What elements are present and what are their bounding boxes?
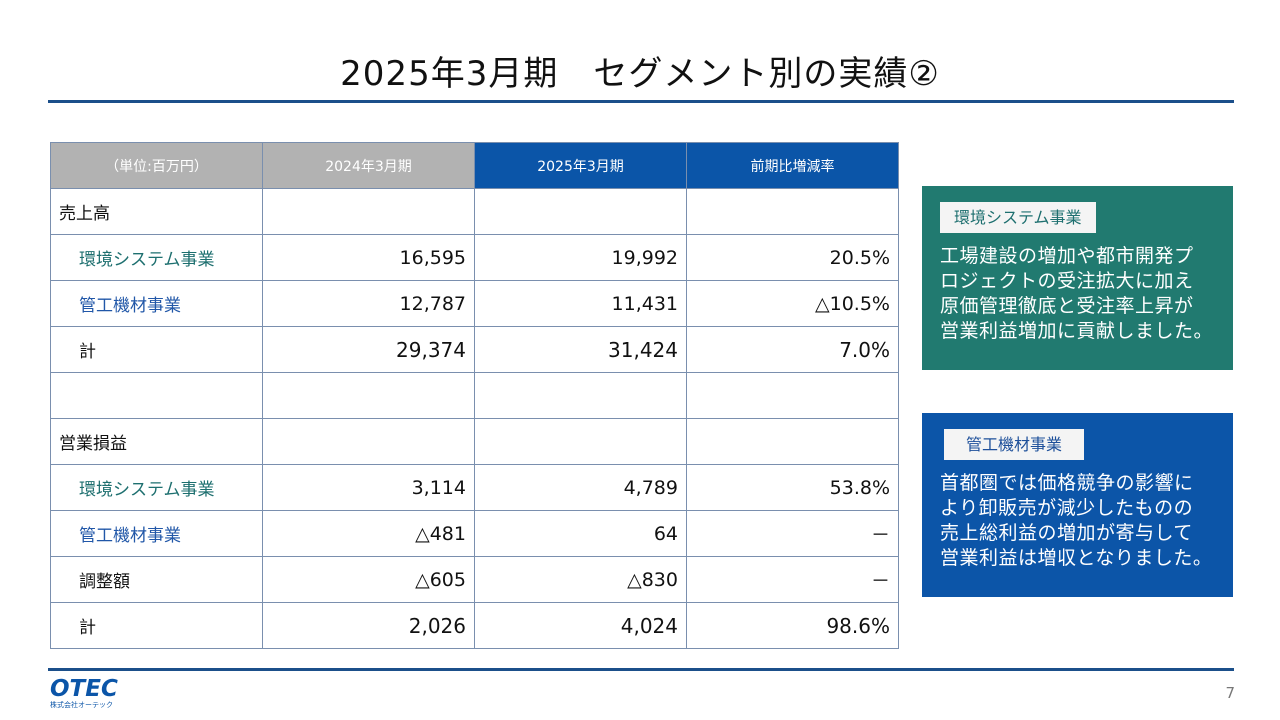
row-label: 計 <box>50 326 263 373</box>
table-row: 管工機材事業 △481 64 － <box>50 510 899 557</box>
cell-cur: 4,789 <box>474 464 687 511</box>
cell-cur: 64 <box>474 510 687 557</box>
row-label: 環境システム事業 <box>50 464 263 511</box>
row-label: 調整額 <box>50 556 263 603</box>
cell-rate: 7.0% <box>686 326 899 373</box>
cell-cur: 4,024 <box>474 602 687 649</box>
company-logo: OTEC 株式会社オーテック <box>50 677 120 710</box>
table-row-spacer <box>50 372 899 419</box>
cell-rate <box>686 372 899 419</box>
cell-prev: 3,114 <box>262 464 475 511</box>
row-label: 売上高 <box>50 188 263 235</box>
row-label: 計 <box>50 602 263 649</box>
cell-cur <box>474 372 687 419</box>
segment-results-table: （単位:百万円） 2024年3月期 2025年3月期 前期比増減率 売上高 環境… <box>50 142 899 649</box>
cell-prev: 16,595 <box>262 234 475 281</box>
cell-cur: 11,431 <box>474 280 687 327</box>
table-row: 環境システム事業 16,595 19,992 20.5% <box>50 234 899 281</box>
row-label: 管工機材事業 <box>50 280 263 327</box>
cell-prev: 2,026 <box>262 602 475 649</box>
cell-rate: － <box>686 510 899 557</box>
table-row: 管工機材事業 12,787 11,431 △10.5% <box>50 280 899 327</box>
table-header-row: （単位:百万円） 2024年3月期 2025年3月期 前期比増減率 <box>50 142 899 189</box>
pipe-equipment-text: 首都圏では価格競争の影響に より卸販売が減少したものの 売上総利益の増加が寄与し… <box>940 472 1213 569</box>
cell-cur: 31,424 <box>474 326 687 373</box>
header-prev-year: 2024年3月期 <box>262 142 475 189</box>
cell-prev <box>262 372 475 419</box>
cell-rate: 53.8% <box>686 464 899 511</box>
cell-prev <box>262 188 475 235</box>
header-current-year: 2025年3月期 <box>474 142 687 189</box>
table-row: 売上高 <box>50 188 899 235</box>
env-system-note: 環境システム事業 工場建設の増加や都市開発プ ロジェクトの受注拡大に加え 原価管… <box>922 186 1233 370</box>
env-system-tag: 環境システム事業 <box>940 202 1096 233</box>
cell-cur <box>474 188 687 235</box>
slide-title: 2025年3月期 セグメント別の実績② <box>340 54 940 94</box>
cell-cur: 19,992 <box>474 234 687 281</box>
cell-prev: △481 <box>262 510 475 557</box>
row-label: 環境システム事業 <box>50 234 263 281</box>
table-row: 営業損益 <box>50 418 899 465</box>
table-row: 調整額 △605 △830 － <box>50 556 899 603</box>
cell-prev: △605 <box>262 556 475 603</box>
row-label: 営業損益 <box>50 418 263 465</box>
cell-rate: △10.5% <box>686 280 899 327</box>
cell-prev: 29,374 <box>262 326 475 373</box>
title-rule <box>48 100 1234 103</box>
table-row: 計 29,374 31,424 7.0% <box>50 326 899 373</box>
cell-rate: 20.5% <box>686 234 899 281</box>
cell-rate <box>686 188 899 235</box>
header-change-rate: 前期比増減率 <box>686 142 899 189</box>
row-label <box>50 372 263 419</box>
footer-rule <box>48 668 1234 671</box>
cell-rate: － <box>686 556 899 603</box>
env-system-text: 工場建設の増加や都市開発プ ロジェクトの受注拡大に加え 原価管理徹底と受注率上昇… <box>940 245 1214 342</box>
pipe-equipment-tag: 管工機材事業 <box>944 429 1085 460</box>
cell-prev: 12,787 <box>262 280 475 327</box>
table-row: 環境システム事業 3,114 4,789 53.8% <box>50 464 899 511</box>
cell-cur <box>474 418 687 465</box>
logo-company-name: 株式会社オーテック <box>50 701 113 709</box>
table-row: 計 2,026 4,024 98.6% <box>50 602 899 649</box>
header-unit: （単位:百万円） <box>50 142 263 189</box>
cell-prev <box>262 418 475 465</box>
page-number: 7 <box>1225 684 1235 702</box>
pipe-equipment-note: 管工機材事業 首都圏では価格競争の影響に より卸販売が減少したものの 売上総利益… <box>922 413 1233 597</box>
cell-cur: △830 <box>474 556 687 603</box>
cell-rate: 98.6% <box>686 602 899 649</box>
logo-mark: OTEC <box>50 676 118 702</box>
cell-rate <box>686 418 899 465</box>
row-label: 管工機材事業 <box>50 510 263 557</box>
